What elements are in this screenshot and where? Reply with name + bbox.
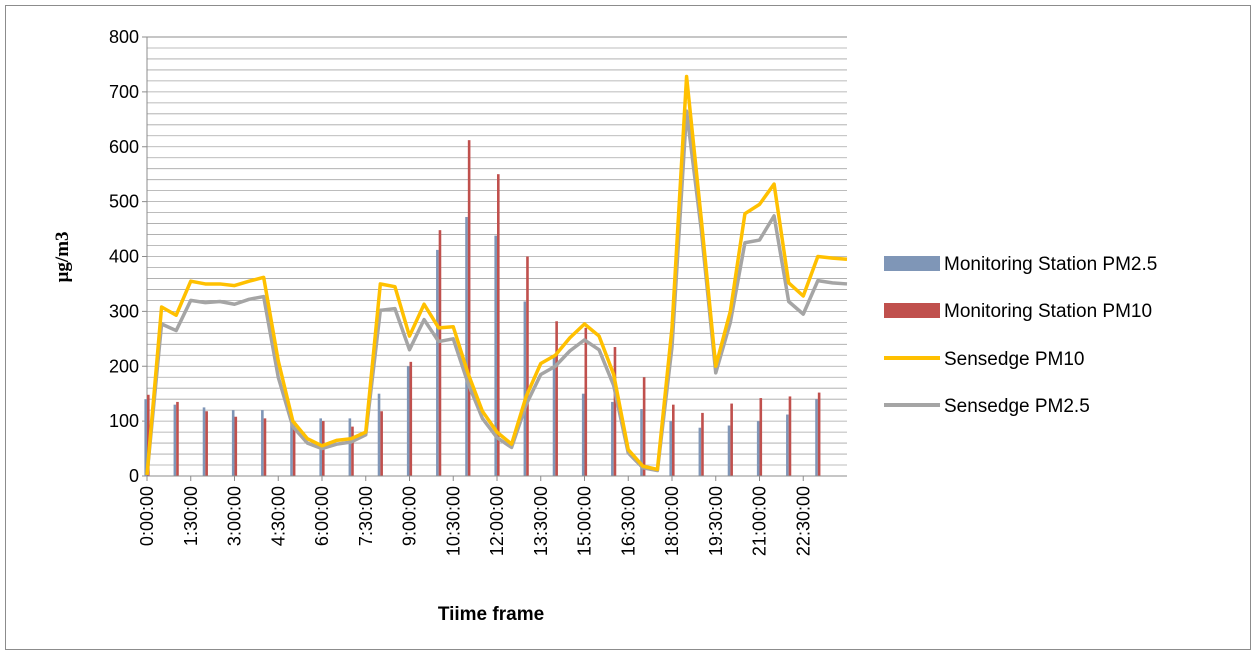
legend-label-sensedge-pm10: Sensedge PM10: [944, 349, 1085, 370]
bar: [234, 416, 238, 476]
bar: [640, 409, 643, 476]
bar: [231, 410, 235, 476]
y-tick-label: 200: [109, 356, 139, 376]
bar: [406, 366, 410, 476]
bar: [552, 355, 556, 476]
bar: [698, 427, 702, 476]
x-tick-label: 15:00:00: [575, 486, 595, 556]
x-tick-label: 9:00:00: [400, 486, 420, 546]
bar: [788, 396, 792, 476]
x-tick-label: 19:30:00: [706, 486, 726, 556]
bar: [523, 301, 527, 476]
bar: [147, 394, 150, 476]
bar: [351, 426, 354, 476]
x-tick-label: 10:30:00: [443, 486, 463, 556]
y-tick-label: 300: [109, 301, 139, 321]
y-tick-label: 100: [109, 411, 139, 431]
legend-label-pm25-bar: Monitoring Station PM2.5: [944, 254, 1157, 275]
x-tick-label: 0:00:00: [137, 486, 157, 546]
bar: [727, 425, 731, 476]
bar: [377, 393, 381, 476]
x-tick-label: 1:30:00: [181, 486, 201, 546]
x-axis: 0:00:00 1:30:00 3:00:00 4:30:00 6:00:00 7:30:…: [137, 475, 847, 556]
bar: [613, 347, 617, 476]
x-tick-label: 7:30:00: [356, 486, 376, 546]
x-tick-label: 16:30:00: [618, 486, 638, 556]
x-tick-label: 21:00:00: [750, 486, 770, 556]
x-tick-label: 22:30:00: [793, 486, 813, 556]
bars: [144, 140, 821, 477]
x-tick-label: 4:30:00: [268, 486, 288, 546]
bar: [611, 401, 614, 476]
y-tick-label: 800: [109, 27, 139, 47]
bar: [436, 249, 439, 476]
x-tick-label: 6:00:00: [312, 486, 332, 546]
legend: Monitoring Station PM2.5 Monitoring Stat…: [884, 254, 1157, 417]
bar: [290, 423, 293, 476]
y-tick-label: 600: [109, 137, 139, 157]
bar: [261, 410, 264, 476]
x-axis-title: Tiime frame: [438, 604, 544, 625]
bar: [701, 412, 704, 476]
x-tick-label: 13:30:00: [531, 486, 551, 556]
y-axis: 0 100 200 300 400 500 600 700 800: [109, 27, 148, 486]
bar: [173, 404, 177, 476]
bar: [759, 398, 763, 476]
bar: [526, 256, 529, 476]
bar: [205, 411, 208, 476]
bar: [467, 140, 471, 477]
legend-label-sensedge-pm25: Sensedge PM2.5: [944, 396, 1090, 417]
bar: [263, 418, 267, 476]
bar: [380, 411, 383, 476]
legend-item-sensedge-pm10: Sensedge PM10: [884, 349, 1085, 370]
bar: [438, 230, 442, 476]
bar: [348, 418, 352, 476]
bar: [292, 423, 296, 476]
bar: [786, 414, 789, 476]
bar: [555, 321, 558, 476]
series-line: [145, 109, 848, 476]
bar: [581, 393, 585, 476]
y-tick-label: 500: [109, 192, 139, 212]
x-tick-label: 12:00:00: [487, 486, 507, 556]
bar: [176, 401, 179, 476]
bar: [494, 235, 497, 476]
x-tick-label: 3:00:00: [225, 486, 245, 546]
legend-item-pm25-bar: Monitoring Station PM2.5: [884, 254, 1157, 275]
bar: [144, 399, 147, 476]
y-axis-title: µg/m3: [52, 231, 73, 282]
lines: [145, 74, 848, 476]
bar: [730, 403, 733, 476]
bar: [817, 392, 821, 476]
bar: [584, 327, 588, 476]
bar: [465, 216, 468, 477]
bar: [815, 399, 818, 476]
bar: [409, 361, 413, 476]
legend-item-sensedge-pm25: Sensedge PM2.5: [884, 396, 1090, 417]
bar: [756, 421, 760, 476]
bar: [497, 174, 500, 476]
y-tick-label: 700: [109, 82, 139, 102]
legend-label-pm10-bar: Monitoring Station PM10: [944, 301, 1152, 322]
bar: [669, 421, 672, 476]
bar: [672, 404, 675, 476]
chart-frame: [5, 5, 1251, 650]
legend-swatch-pm10-bar: [884, 303, 940, 318]
legend-item-pm10-bar: Monitoring Station PM10: [884, 301, 1152, 322]
series-line: [145, 74, 848, 476]
y-tick-label: 0: [129, 466, 139, 486]
y-tick-label: 400: [109, 247, 139, 267]
bar: [642, 377, 646, 476]
x-tick-label: 18:00:00: [662, 486, 682, 556]
bar: [202, 407, 206, 476]
legend-swatch-pm25-bar: [884, 256, 940, 271]
